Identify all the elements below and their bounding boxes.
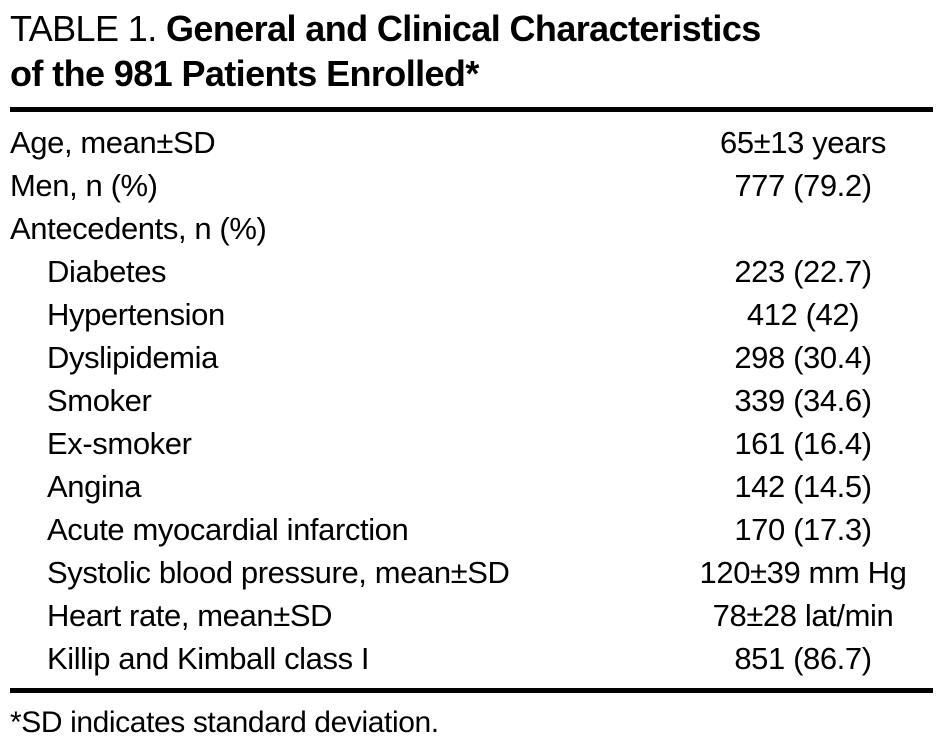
table-title-line1: General and Clinical Characteristics: [166, 8, 761, 49]
table-row: Heart rate, mean±SD 78±28 lat/min: [10, 594, 933, 637]
table-body: Age, mean±SD 65±13 years Men, n (%) 777 …: [10, 112, 933, 688]
table-row: Ex-smoker 161 (16.4): [10, 422, 933, 465]
table-title: TABLE 1. General and Clinical Characteri…: [10, 6, 933, 51]
table-row: Systolic blood pressure, mean±SD 120±39 …: [10, 551, 933, 594]
row-label: Systolic blood pressure, mean±SD: [47, 554, 510, 590]
top-rule: [10, 107, 933, 112]
row-value: 170 (17.3): [734, 511, 872, 547]
row-value: 161 (16.4): [734, 425, 872, 461]
row-label: Diabetes: [47, 253, 167, 289]
row-label: Angina: [47, 468, 142, 504]
row-label: Hypertension: [47, 296, 225, 332]
row-value: 78±28 lat/min: [712, 597, 894, 633]
table-row: Hypertension 412 (42): [10, 293, 933, 336]
table-title-line2: of the 981 Patients Enrolled*: [10, 53, 479, 94]
row-value: 142 (14.5): [734, 468, 872, 504]
bottom-rule: [10, 688, 933, 693]
row-value: 412 (42): [746, 296, 860, 332]
row-label: Dyslipidemia: [47, 339, 218, 375]
row-value: 223 (22.7): [734, 253, 872, 289]
table-row: Killip and Kimball class I 851 (86.7): [10, 637, 933, 680]
row-label: Ex-smoker: [47, 425, 192, 461]
table-row: Age, mean±SD 65±13 years: [10, 121, 933, 164]
row-label: Heart rate, mean±SD: [47, 597, 333, 633]
row-label: Acute myocardial infarction: [47, 511, 409, 547]
row-value: 298 (30.4): [734, 339, 872, 375]
row-value: 339 (34.6): [734, 382, 872, 418]
row-label: Killip and Kimball class I: [47, 640, 370, 676]
row-label: Men, n (%): [10, 167, 158, 203]
table-footnote: *SD indicates standard deviation.: [10, 706, 439, 739]
table-row: Angina 142 (14.5): [10, 465, 933, 508]
row-label: Smoker: [47, 382, 152, 418]
row-label: Antecedents, n (%): [10, 210, 267, 246]
table-row: Smoker 339 (34.6): [10, 379, 933, 422]
row-value: 65±13 years: [720, 124, 886, 160]
table-row: Dyslipidemia 298 (30.4): [10, 336, 933, 379]
table-row: Men, n (%) 777 (79.2): [10, 164, 933, 207]
row-value: 777 (79.2): [734, 167, 872, 203]
table-row: Antecedents, n (%): [10, 207, 933, 250]
table-row: Acute myocardial infarction 170 (17.3): [10, 508, 933, 551]
row-value: 120±39 mm Hg: [699, 554, 907, 590]
table-row: Diabetes 223 (22.7): [10, 250, 933, 293]
row-label: Age, mean±SD: [10, 124, 216, 160]
table-number-label: TABLE 1.: [10, 8, 167, 49]
row-value: 851 (86.7): [734, 640, 872, 676]
